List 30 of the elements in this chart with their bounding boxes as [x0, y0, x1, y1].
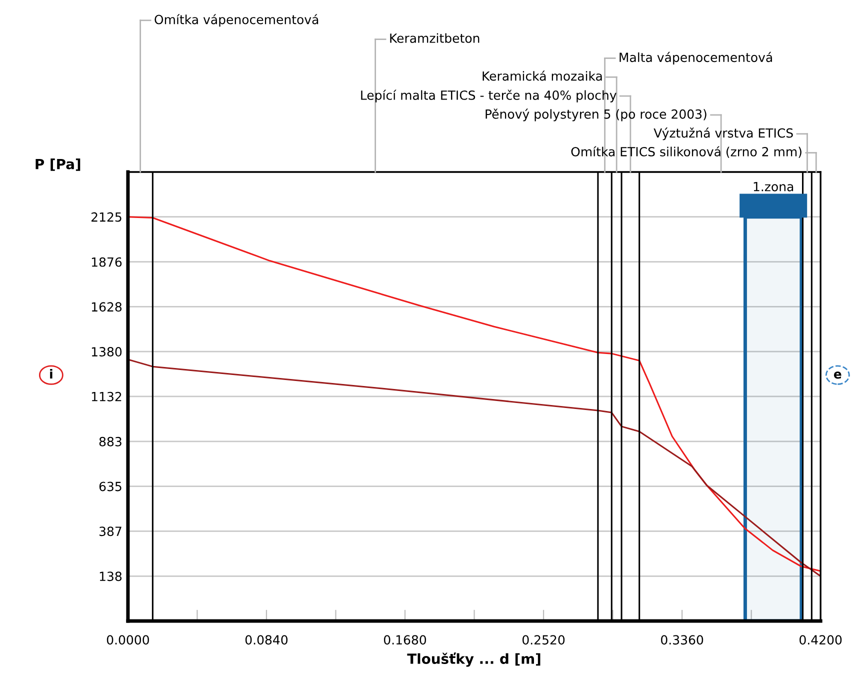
x-tick-label: 0.1680 — [384, 635, 426, 645]
text: Výztužná vrstva ETICS — [654, 128, 793, 140]
text: Pěnový polystyren 5 (po roce 2003) — [486, 108, 706, 122]
band-label: 1.zona — [754, 182, 794, 192]
y-axis-title: P [Pa] — [36, 158, 80, 171]
y-tick-label: 635 — [99, 482, 122, 492]
x-tick-label: 0.0000 — [106, 635, 149, 645]
text: Lepící malta ETICS - terče na 40% plochy — [361, 90, 616, 102]
y-tick-label: 1380 — [92, 347, 122, 356]
x-tick-label: 0.4200 — [800, 635, 842, 645]
y-tick-label: 138 — [100, 572, 122, 582]
text: Malta vápenocementová — [620, 52, 772, 64]
y-tick-label: 2125 — [92, 212, 122, 222]
x-tick-label: 0.2520 — [522, 635, 565, 645]
y-tick-label: 1628 — [92, 302, 122, 312]
text: Keramická mozaika — [482, 70, 602, 81]
line-series — [128, 358, 821, 577]
x-tick-label: 0.3360 — [661, 635, 704, 645]
line-series — [128, 216, 821, 572]
text: i — [50, 369, 52, 379]
y-tick-label: 1132 — [92, 392, 122, 402]
text: Keramzitbeton — [390, 33, 480, 43]
y-tick-label: 1876 — [92, 257, 122, 267]
text: e — [834, 372, 842, 379]
text: Omítka ETICS silikonová (zrno 2 mm) — [571, 146, 802, 158]
x-axis-title: Tloušťky ... d [m] — [407, 652, 540, 667]
x-tick-label: 0.0840 — [245, 635, 288, 645]
text: Omítka vápenocementová — [154, 14, 318, 27]
y-tick-label: 387 — [99, 526, 122, 536]
y-tick-label: 883 — [99, 436, 122, 446]
